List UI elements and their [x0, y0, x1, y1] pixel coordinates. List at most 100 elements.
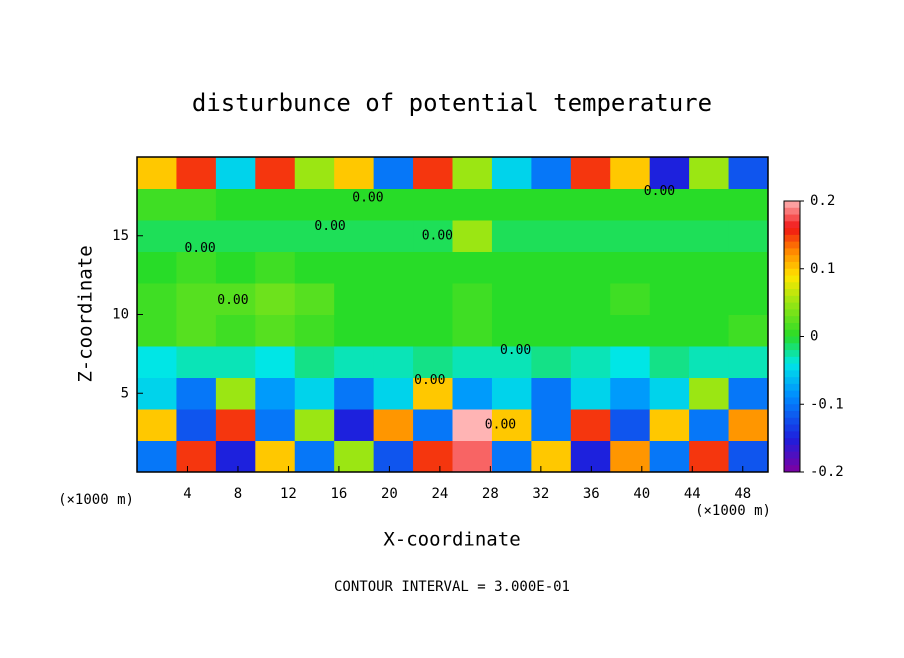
colorbar-step: [784, 431, 800, 439]
heat-cell: [570, 283, 611, 315]
colorbar-tick-label: 0.2: [810, 193, 835, 209]
heat-cell: [334, 440, 375, 473]
heat-cell: [491, 409, 532, 441]
heat-cell: [413, 377, 453, 410]
x-tick-label: 12: [280, 486, 297, 502]
heat-cell: [294, 220, 335, 252]
heat-cell: [610, 188, 651, 221]
colorbar-step: [784, 201, 800, 209]
heat-cell: [373, 283, 414, 315]
contour-label: 0.00: [217, 293, 248, 308]
contour-label: 0.00: [314, 219, 345, 234]
heat-cell: [649, 251, 690, 284]
heat-cell: [137, 314, 177, 347]
x-tick-label: 4: [183, 486, 191, 502]
heat-cell: [215, 188, 256, 221]
heat-cell: [728, 283, 769, 315]
heat-cell: [334, 283, 375, 315]
heat-cell: [373, 220, 414, 252]
x-tick-label: 28: [482, 486, 499, 502]
x-tick-label: 20: [381, 486, 398, 502]
heat-cell: [689, 283, 730, 315]
heat-cell: [491, 220, 532, 252]
heat-cell: [176, 251, 217, 284]
heat-cell: [176, 377, 217, 410]
colorbar-step: [784, 397, 800, 405]
x-tick-label: 44: [684, 486, 701, 502]
heat-cell: [215, 409, 256, 441]
heat-cell: [570, 377, 611, 410]
y-tick-label: 15: [112, 228, 129, 244]
heat-cell: [255, 157, 296, 189]
heat-cell: [294, 377, 335, 410]
heat-cell: [137, 346, 177, 378]
heat-cell: [334, 314, 375, 347]
colorbar-step: [784, 390, 800, 398]
heat-cell: [215, 314, 256, 347]
heat-cell: [570, 409, 611, 441]
heat-cell: [373, 188, 414, 221]
heat-cell: [215, 283, 256, 315]
colorbar-step: [784, 261, 800, 270]
x-tick-label: 40: [633, 486, 650, 502]
colorbar-tick-label: 0.1: [810, 261, 835, 277]
heat-cell: [294, 346, 335, 378]
colorbar-step: [784, 404, 800, 412]
heat-cell: [294, 409, 335, 441]
y-axis-label: Z-coordinate: [75, 245, 97, 382]
heat-cell: [649, 314, 690, 347]
heat-cell: [255, 346, 296, 378]
colorbar-step: [784, 309, 800, 317]
heat-cell: [610, 440, 651, 473]
colorbar-step: [784, 370, 800, 378]
y-tick-label: 5: [121, 385, 129, 401]
colorbar-step: [784, 329, 800, 337]
heat-cell: [334, 346, 375, 378]
colorbar-step: [784, 438, 800, 446]
y-tick-label: 10: [112, 307, 129, 323]
contour-label: 0.00: [422, 228, 453, 243]
chart-title: disturbunce of potential temperature: [192, 89, 712, 117]
heat-cell: [176, 188, 217, 221]
heat-cell: [649, 188, 690, 221]
heat-cell: [491, 346, 532, 378]
footer: CONTOUR INTERVAL = 3.000E-01: [334, 579, 570, 595]
heat-cell: [728, 409, 769, 441]
heat-cell: [649, 440, 690, 473]
colorbar-step: [784, 289, 800, 297]
heat-cell: [491, 377, 532, 410]
heat-cell: [531, 346, 572, 378]
heat-cell: [452, 251, 493, 284]
heat-cell: [689, 157, 730, 189]
colorbar-step: [784, 383, 800, 392]
heat-cell: [255, 220, 296, 252]
heat-cell: [452, 314, 493, 347]
heat-cell: [373, 157, 414, 189]
heat-cell: [570, 251, 611, 284]
colorbar-tick-label: -0.1: [810, 396, 844, 412]
heat-cell: [255, 314, 296, 347]
heat-cell: [570, 314, 611, 347]
heat-cell: [570, 220, 611, 252]
heat-cell: [373, 440, 414, 473]
heat-cell: [373, 409, 414, 441]
heat-cell: [294, 157, 335, 189]
colorbar-step: [784, 268, 800, 277]
heat-cell: [294, 440, 335, 473]
heat-cell: [137, 157, 177, 189]
heat-cell: [689, 346, 730, 378]
heat-cell: [452, 220, 493, 252]
heat-cell: [531, 157, 572, 189]
heat-cell: [689, 314, 730, 347]
heat-cell: [452, 188, 493, 221]
heat-cell: [689, 251, 730, 284]
colorbar-step: [784, 417, 800, 426]
x-tick-label: 48: [734, 486, 751, 502]
colorbar-step: [784, 207, 800, 216]
colorbar-step: [784, 424, 800, 432]
colorbar-step: [784, 465, 800, 473]
heat-cell: [334, 251, 375, 284]
heat-cell: [334, 377, 375, 410]
heat-cell: [215, 440, 256, 473]
heat-cell: [255, 409, 296, 441]
